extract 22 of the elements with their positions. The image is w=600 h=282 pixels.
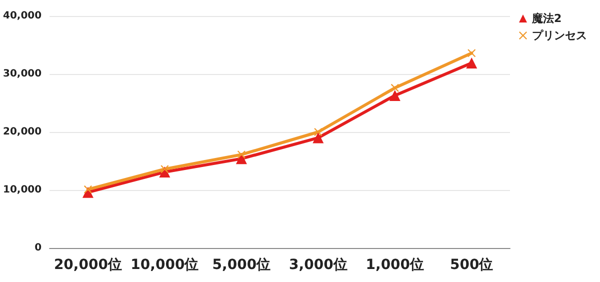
point	[389, 90, 400, 101]
y-tick-label: 40,000	[2, 10, 42, 22]
x-tick-label: 10,000位	[130, 257, 199, 273]
point	[314, 128, 322, 136]
point	[468, 49, 476, 58]
point	[84, 185, 92, 194]
x-tick-label: 5,000位	[212, 257, 271, 273]
point	[390, 84, 399, 92]
y-tick-label: 20,000	[2, 126, 42, 138]
point	[160, 165, 169, 174]
point	[312, 132, 324, 144]
y-tick-label: 0	[34, 242, 42, 254]
x-tick-label: 1,000位	[366, 257, 424, 273]
x-tick-label: 20,000位	[54, 257, 122, 273]
y-tick-label: 10,000	[2, 184, 42, 196]
x-tick-label: 3,000位	[289, 257, 348, 273]
y-tick-label: 30,000	[2, 68, 42, 80]
point	[237, 150, 246, 159]
x-tick-label: 500位	[450, 257, 494, 273]
legend-label: 魔法2	[531, 12, 562, 25]
point	[466, 57, 478, 68]
legend-label: プリンセス	[532, 29, 587, 42]
